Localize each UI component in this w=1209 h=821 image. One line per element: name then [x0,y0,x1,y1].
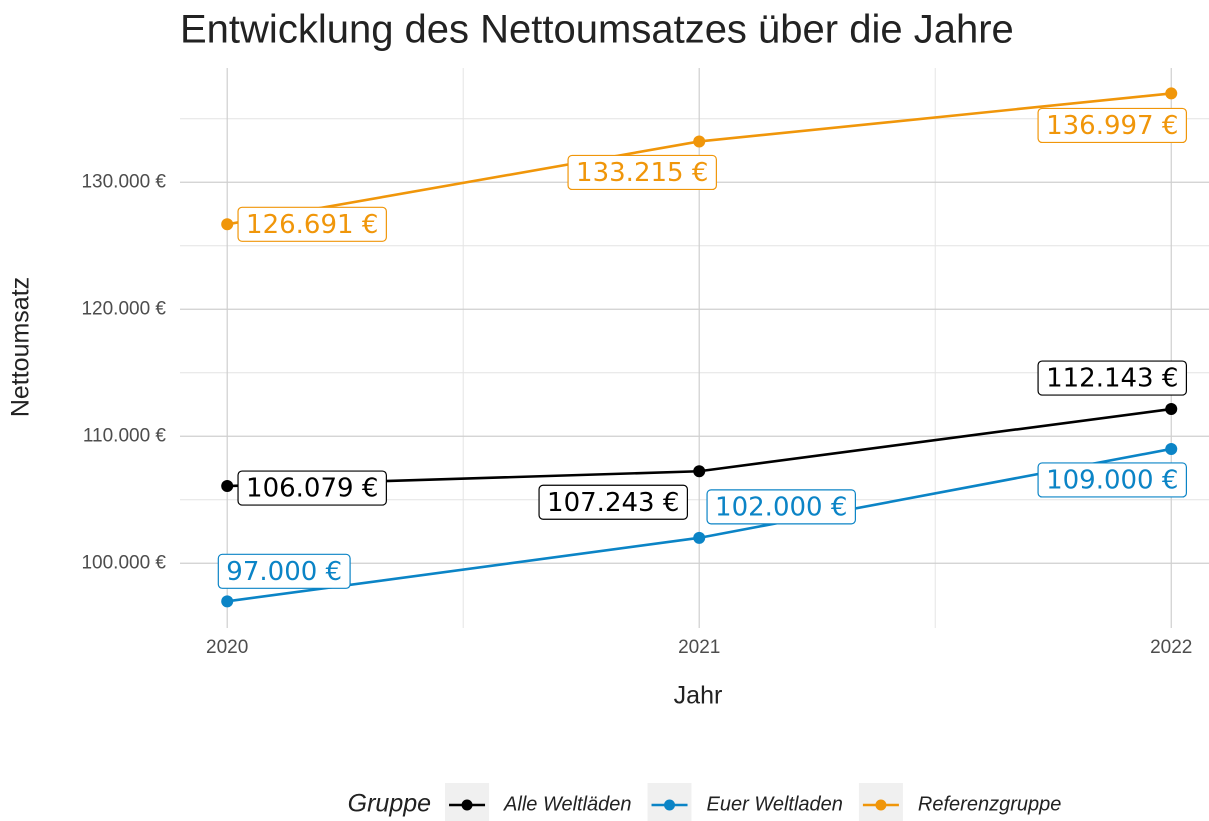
data-label: 112.143 € [1046,364,1178,394]
y-tick-label: 120.000 € [81,298,166,319]
legend-label: Referenzgruppe [918,793,1061,815]
legend-label: Euer Weltladen [707,793,843,815]
point [693,135,706,148]
value-label: 133.215 € [567,154,717,191]
data-label: 126.691 € [246,210,378,240]
point [693,531,706,544]
value-label: 107.243 € [538,484,688,520]
data-label: 102.000 € [715,492,847,522]
label-box [237,206,387,242]
y-axis-label: Nettoumsatz [7,277,35,417]
data-label: 97.000 € [226,557,342,587]
value-label: 106.079 € [237,470,387,506]
x-tick-label: 2022 [1150,637,1192,658]
label-box [217,553,351,589]
point [1165,442,1178,455]
x-axis-label: Jahr [674,682,723,710]
legend-title: Gruppe [348,790,431,818]
data-label: 133.215 € [576,158,708,188]
label-box [706,489,856,525]
value-label: 97.000 € [217,553,351,589]
point [693,465,706,478]
value-label: 102.000 € [706,489,856,525]
x-tick-label: 2020 [206,637,248,658]
value-label: 109.000 € [1037,462,1188,498]
legend-item: Euer Weltladen [647,783,843,821]
label-box [237,470,387,506]
legend-label: Alle Weltläden [503,793,631,815]
point [1165,87,1178,100]
data-label: 109.000 € [1046,465,1178,495]
value-label: 136.997 € [1037,107,1188,144]
legend-key-point [875,799,887,811]
y-tick-label: 130.000 € [81,171,166,192]
legend-key-point [461,799,473,811]
data-label: 107.243 € [547,488,679,518]
label-box [538,484,688,520]
label-box [567,154,717,191]
point [1165,403,1178,416]
label-box [1037,462,1188,498]
point [221,595,234,608]
value-label: 112.143 € [1037,360,1188,396]
point [221,480,234,493]
legend-key-point [664,799,676,811]
label-box [1037,107,1188,144]
point [221,218,234,231]
data-label: 136.997 € [1046,111,1178,141]
data-label: 106.079 € [246,474,378,504]
x-tick-label: 2021 [678,637,720,658]
y-tick-label: 110.000 € [83,425,167,446]
label-box [1037,360,1188,396]
y-tick-label: 100.000 € [81,552,166,573]
value-label: 126.691 € [237,206,387,242]
legend-item: Referenzgruppe [858,783,1061,821]
legend-item: Alle Weltläden [445,783,632,821]
chart-title: Entwicklung des Nettoumsatzes über die J… [180,8,1014,52]
